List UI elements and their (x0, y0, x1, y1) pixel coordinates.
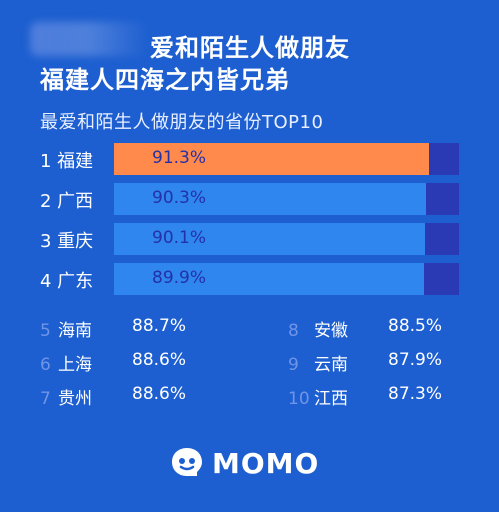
momo-chat-bubble-icon (172, 448, 202, 476)
chart-subtitle: 最爱和陌生人做朋友的省份TOP10 (40, 112, 324, 133)
bar-row-4: 4 广东 89.9% (40, 263, 460, 295)
bar-track: 90.3% (114, 183, 459, 215)
ranking-list-item: 9 云南 87.9% (288, 350, 468, 376)
ranking-list-item: 7 贵州 88.6% (40, 384, 220, 410)
bar-value-label: 91.3% (152, 148, 207, 168)
province-name: 上海 (58, 355, 92, 375)
province-percentage: 88.6% (132, 384, 187, 404)
ranking-list-item: 8 安徽 88.5% (288, 316, 468, 342)
bar (114, 223, 425, 255)
title-line-1: 爱和陌生人做朋友 (150, 34, 350, 62)
bar-row-3: 3 重庆 90.1% (40, 223, 460, 255)
ranking-list-item: 5 海南 88.7% (40, 316, 220, 342)
bar-track: 91.3% (114, 143, 459, 175)
ranking-list-item: 6 上海 88.6% (40, 350, 220, 376)
momo-logo-text: MOMO (212, 446, 320, 480)
bar-category-label: 4 广东 (40, 271, 94, 292)
momo-logo: MOMO (170, 443, 319, 483)
bar-value-label: 89.9% (152, 268, 207, 288)
rank-number: 7 (40, 389, 51, 409)
province-percentage: 88.6% (132, 350, 187, 370)
bar-category-label: 3 重庆 (40, 231, 94, 252)
province-name: 贵州 (58, 389, 92, 409)
rank-number: 6 (40, 355, 51, 375)
province-percentage: 87.3% (388, 384, 443, 404)
bar-row-2: 2 广西 90.3% (40, 183, 460, 215)
bar-row-1: 1 福建 91.3% (40, 143, 460, 175)
bar-value-label: 90.3% (152, 188, 207, 208)
province-name: 安徽 (314, 321, 348, 341)
bar (114, 143, 429, 175)
rank-number: 10 (288, 389, 310, 409)
bar-value-label: 90.1% (152, 228, 207, 248)
title-line-2: 福建人四海之内皆兄弟 (40, 66, 290, 94)
rank-number: 5 (40, 321, 51, 341)
province-percentage: 87.9% (388, 350, 443, 370)
rank-number: 8 (288, 321, 299, 341)
bar-track: 89.9% (114, 263, 459, 295)
bar (114, 183, 426, 215)
province-name: 海南 (58, 321, 92, 341)
province-name: 云南 (314, 355, 348, 375)
province-percentage: 88.5% (388, 316, 443, 336)
rank-number: 9 (288, 355, 299, 375)
ranking-list-item: 10 江西 87.3% (288, 384, 468, 410)
bar-category-label: 1 福建 (40, 151, 94, 172)
province-name: 江西 (314, 389, 348, 409)
bar-track: 90.1% (114, 223, 459, 255)
province-percentage: 88.7% (132, 316, 187, 336)
blurred-title-patch (30, 22, 148, 56)
bar (114, 263, 425, 295)
bar-category-label: 2 广西 (40, 191, 94, 212)
